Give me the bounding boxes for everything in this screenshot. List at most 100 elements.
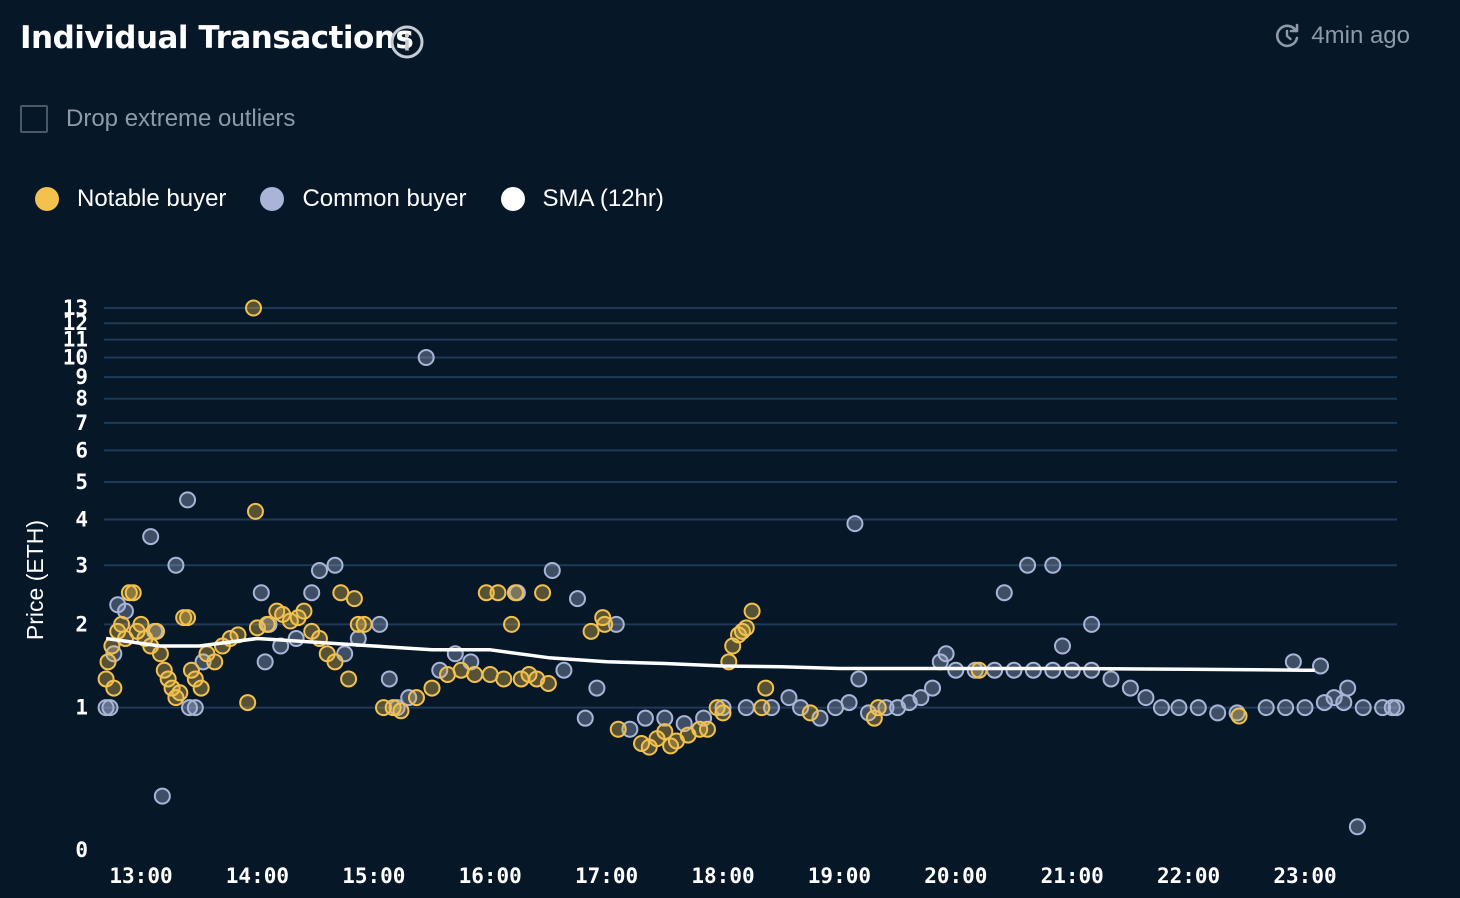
x-tick-label: 21:00 xyxy=(1041,864,1104,888)
common-buyer-point xyxy=(543,561,561,579)
common-buyer-point xyxy=(186,699,204,717)
common-buyer-point xyxy=(1044,556,1062,574)
refresh-clock-icon xyxy=(1276,23,1299,48)
common-buyer-point xyxy=(252,584,270,602)
notable-buyer-point xyxy=(1230,707,1248,725)
common-buyer-point xyxy=(417,349,435,367)
common-buyer-point xyxy=(607,615,625,633)
common-buyer-point xyxy=(326,556,344,574)
y-tick-label: 12 xyxy=(63,311,88,335)
y-tick-label: 9 xyxy=(75,365,88,389)
common-buyer-points xyxy=(97,349,1405,836)
notable-buyer-point xyxy=(714,704,732,722)
common-buyer-point xyxy=(840,694,858,712)
common-buyer-point xyxy=(1189,699,1207,717)
y-tick-label: 11 xyxy=(63,328,88,352)
common-buyer-point xyxy=(1170,699,1188,717)
x-tick-label: 19:00 xyxy=(808,864,871,888)
common-buyer-point xyxy=(636,709,654,727)
grid-lines xyxy=(104,307,1397,709)
notable-buyer-point xyxy=(392,702,410,720)
legend-item-common[interactable]: Common buyer xyxy=(260,185,467,213)
sma-line xyxy=(105,636,1315,672)
common-buyer-point xyxy=(576,709,594,727)
legend-label-common: Common buyer xyxy=(302,185,467,212)
common-buyer-point xyxy=(1083,615,1101,633)
common-buyer-point xyxy=(1296,699,1314,717)
notable-buyer-point xyxy=(489,584,507,602)
info-icon[interactable] xyxy=(390,25,424,59)
x-tick-label: 15:00 xyxy=(342,864,405,888)
common-buyer-point xyxy=(310,561,328,579)
notable-buyer-point xyxy=(698,720,716,738)
common-buyer-point xyxy=(1315,694,1333,712)
legend-label-sma: SMA (12hr) xyxy=(542,185,664,212)
notable-buyer-point xyxy=(345,590,363,608)
common-buyer-point xyxy=(1152,699,1170,717)
drop-outliers-toggle[interactable]: Drop extreme outliers xyxy=(20,105,295,133)
notable-buyer-point xyxy=(192,679,210,697)
refresh-status[interactable]: 4min ago xyxy=(1273,22,1410,50)
notable-buyer-point xyxy=(737,619,755,637)
common-buyer-point xyxy=(1257,699,1275,717)
x-tick-label: 14:00 xyxy=(226,864,289,888)
common-buyer-point xyxy=(811,709,829,727)
notable-buyer-point xyxy=(506,584,524,602)
notable-buyer-point xyxy=(248,619,266,637)
common-buyer-point xyxy=(1277,699,1295,717)
common-buyer-point xyxy=(167,556,185,574)
y-tick-label: 1 xyxy=(75,696,88,720)
common-buyer-point xyxy=(621,720,639,738)
common-buyer-point xyxy=(1209,704,1227,722)
common-buyer-point xyxy=(937,645,955,663)
common-buyer-point xyxy=(1312,657,1330,675)
notable-buyer-point xyxy=(349,615,367,633)
notable-buyer-point xyxy=(332,584,350,602)
notable-buyer-point xyxy=(609,720,627,738)
y-tick-label: 8 xyxy=(75,387,88,411)
page-title: Individual Transactions xyxy=(20,20,414,56)
notable-buyer-point xyxy=(155,661,173,679)
notable-buyer-point xyxy=(743,602,761,620)
notable-buyer-point xyxy=(171,684,189,702)
y-axis-label: Price (ETH) xyxy=(22,520,48,640)
y-tick-label: 7 xyxy=(75,411,88,435)
common-buyer-point xyxy=(1121,679,1139,697)
x-tick-label: 20:00 xyxy=(924,864,987,888)
common-buyer-point xyxy=(287,630,305,648)
notable-buyer-point xyxy=(407,689,425,707)
common-buyer-point xyxy=(1348,818,1366,836)
notable-buyer-point xyxy=(801,704,819,722)
common-buyer-point xyxy=(995,584,1013,602)
common-buyer-point xyxy=(737,699,755,717)
notable-buyer-points xyxy=(97,299,1248,756)
legend-item-sma[interactable]: SMA (12hr) xyxy=(500,185,664,213)
common-buyer-point xyxy=(1054,637,1071,655)
notable-buyer-point xyxy=(151,645,169,663)
x-tick-label: 22:00 xyxy=(1157,864,1220,888)
notable-buyer-point xyxy=(656,723,674,741)
notable-buyer-point xyxy=(182,661,200,679)
common-buyer-point xyxy=(569,590,586,608)
notable-buyer-point xyxy=(206,653,224,671)
chart-legend: Notable buyer Common buyer SMA (12hr) xyxy=(35,185,698,213)
common-buyer-point xyxy=(850,670,868,688)
notable-buyer-point xyxy=(245,299,263,317)
y-tick-label: 2 xyxy=(75,612,88,636)
notable-buyer-point xyxy=(159,670,177,688)
drop-outliers-checkbox[interactable] xyxy=(20,105,48,133)
y-tick-label: 4 xyxy=(75,507,88,531)
notable-buyer-point xyxy=(326,653,344,671)
common-buyer-point xyxy=(1335,694,1353,712)
notable-buyer-point xyxy=(258,615,276,633)
notable-buyer-point xyxy=(582,622,600,640)
notable-buyer-point xyxy=(124,584,142,602)
notable-buyer-point xyxy=(495,670,513,688)
common-buyer-point xyxy=(1325,689,1343,707)
common-buyer-point xyxy=(555,661,573,679)
y-tick-label: 10 xyxy=(63,346,88,370)
notable-buyer-point xyxy=(99,653,117,671)
legend-item-notable[interactable]: Notable buyer xyxy=(35,185,226,213)
